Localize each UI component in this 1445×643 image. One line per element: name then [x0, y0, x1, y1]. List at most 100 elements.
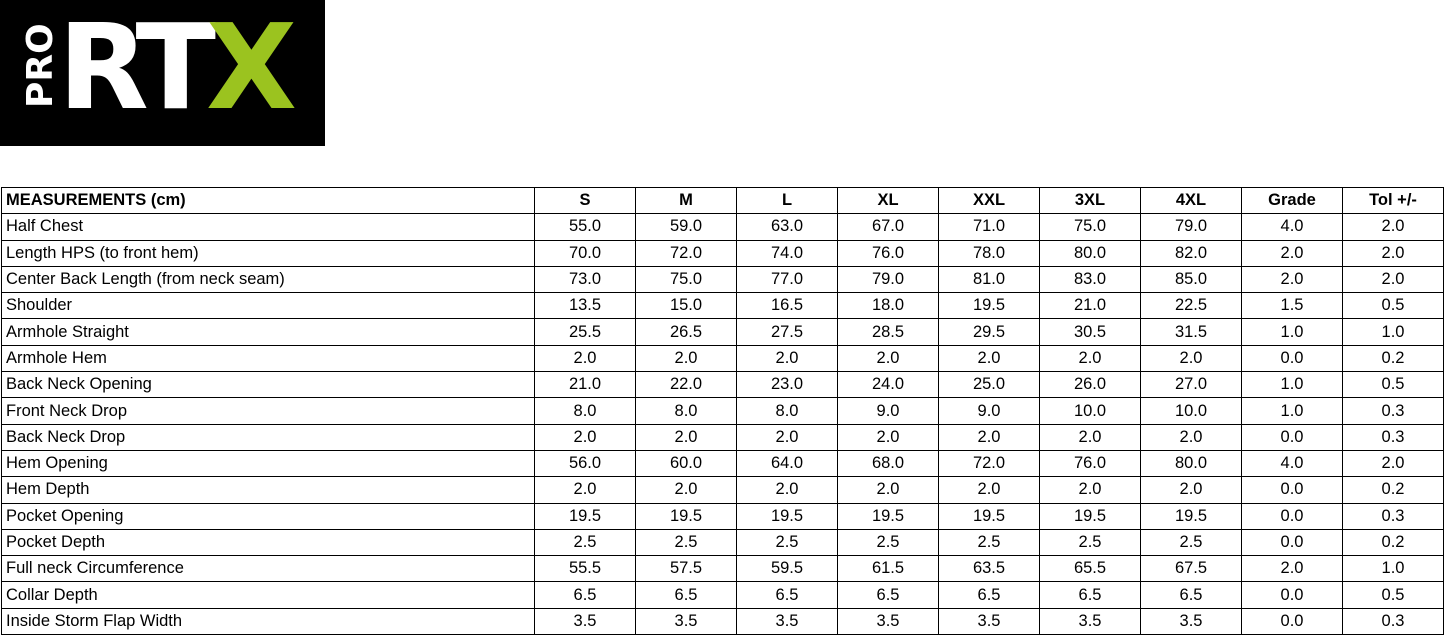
measurement-value: 79.0 — [837, 265, 939, 294]
measurement-name: Hem Opening — [1, 449, 535, 478]
measurement-value: 2.0 — [1342, 265, 1444, 294]
measurement-value: 61.5 — [837, 555, 939, 583]
measurement-value: 0.3 — [1342, 502, 1444, 530]
table-row: Full neck Circumference 55.5 57.5 59.5 61.5 6… — [1, 555, 1444, 583]
measurement-value: 2.5 — [736, 528, 838, 557]
measurement-value: 2.0 — [1342, 239, 1444, 267]
table-row: Hem Opening 56.0 60.0 64.0 68.0 72.0 76.0 80.0 4… — [1, 449, 1444, 478]
measurement-value: 2.0 — [736, 423, 838, 451]
measurement-value: 19.5 — [1140, 502, 1242, 530]
measurement-value: 19.5 — [938, 502, 1040, 530]
measurement-value: 3.5 — [736, 607, 838, 636]
measurement-value: 0.0 — [1241, 344, 1343, 373]
measurement-value: 2.0 — [1342, 449, 1444, 478]
measurement-value: 75.0 — [1039, 213, 1141, 241]
measurement-value: 27.5 — [736, 318, 838, 346]
measurement-value: 2.0 — [837, 344, 939, 373]
measurement-value: 2.0 — [736, 476, 838, 504]
measurement-value: 3.5 — [635, 607, 737, 636]
measurement-value: 75.0 — [635, 265, 737, 294]
measurement-value: 70.0 — [534, 239, 636, 267]
measurement-value: 1.0 — [1241, 371, 1343, 399]
measurement-value: 2.5 — [1140, 528, 1242, 557]
measurement-value: 25.0 — [938, 371, 1040, 399]
measurement-value: 4.0 — [1241, 213, 1343, 241]
measurement-value: 2.0 — [1140, 344, 1242, 373]
measurement-value: 3.5 — [837, 607, 939, 636]
column-header: XXL — [938, 186, 1040, 215]
measurement-value: 6.5 — [837, 581, 939, 609]
measurement-value: 19.5 — [635, 502, 737, 530]
measurement-name: Armhole Straight — [1, 318, 535, 346]
measurement-value: 67.5 — [1140, 555, 1242, 583]
measurement-value: 27.0 — [1140, 371, 1242, 399]
measurement-value: 1.0 — [1241, 318, 1343, 346]
measurement-value: 8.0 — [635, 397, 737, 425]
measurement-value: 2.0 — [736, 344, 838, 373]
measurement-value: 2.5 — [635, 528, 737, 557]
measurement-value: 2.0 — [534, 476, 636, 504]
measurement-value: 63.5 — [938, 555, 1040, 583]
measurement-value: 23.0 — [736, 371, 838, 399]
measurement-value: 2.0 — [534, 423, 636, 451]
measurement-value: 6.5 — [534, 581, 636, 609]
measurement-value: 0.0 — [1241, 423, 1343, 451]
measurement-value: 29.5 — [938, 318, 1040, 346]
table-row: Front Neck Drop 8.0 8.0 8.0 9.0 9.0 10.0 10.0 1.… — [1, 397, 1444, 425]
measurement-value: 19.5 — [534, 502, 636, 530]
measurement-value: 0.2 — [1342, 476, 1444, 504]
measurement-value: 9.0 — [938, 397, 1040, 425]
measurement-value: 79.0 — [1140, 213, 1242, 241]
measurement-value: 9.0 — [837, 397, 939, 425]
measurement-name: Back Neck Opening — [1, 371, 535, 399]
measurement-name: Pocket Opening — [1, 502, 535, 530]
measurement-value: 3.5 — [1140, 607, 1242, 636]
measurement-value: 0.2 — [1342, 528, 1444, 557]
measurement-value: 18.0 — [837, 292, 939, 320]
measurement-value: 63.0 — [736, 213, 838, 241]
table-row: Length HPS (to front hem) 70.0 72.0 74.0 76.… — [1, 239, 1444, 267]
measurement-value: 55.5 — [534, 555, 636, 583]
measurement-value: 72.0 — [938, 449, 1040, 478]
measurement-value: 6.5 — [1140, 581, 1242, 609]
measurement-name: Full neck Circumference — [1, 555, 535, 583]
measurement-value: 64.0 — [736, 449, 838, 478]
column-header: Grade — [1241, 186, 1343, 215]
column-header: M — [635, 186, 737, 215]
measurement-value: 65.5 — [1039, 555, 1141, 583]
measurement-value: 59.5 — [736, 555, 838, 583]
measurement-value: 82.0 — [1140, 239, 1242, 267]
measurement-value: 31.5 — [1140, 318, 1242, 346]
measurement-value: 85.0 — [1140, 265, 1242, 294]
measurement-value: 2.0 — [635, 476, 737, 504]
measurement-value: 19.5 — [736, 502, 838, 530]
measurement-value: 2.0 — [635, 344, 737, 373]
column-header-measurement: MEASUREMENTS (cm) — [1, 186, 535, 215]
measurement-value: 55.0 — [534, 213, 636, 241]
measurement-value: 2.5 — [837, 528, 939, 557]
measurement-value: 2.5 — [534, 528, 636, 557]
measurement-value: 2.0 — [534, 344, 636, 373]
measurement-value: 77.0 — [736, 265, 838, 294]
measurement-value: 2.0 — [1039, 476, 1141, 504]
table-row: Hem Depth 2.0 2.0 2.0 2.0 2.0 2.0 2.0 0.0 0.2 — [1, 476, 1444, 504]
measurement-value: 2.0 — [938, 344, 1040, 373]
measurement-value: 1.0 — [1241, 397, 1343, 425]
measurement-value: 78.0 — [938, 239, 1040, 267]
measurement-value: 0.5 — [1342, 581, 1444, 609]
measurement-value: 3.5 — [938, 607, 1040, 636]
measurement-value: 19.5 — [837, 502, 939, 530]
measurement-value: 0.2 — [1342, 344, 1444, 373]
measurement-value: 30.5 — [1039, 318, 1141, 346]
measurement-value: 24.0 — [837, 371, 939, 399]
measurement-name: Pocket Depth — [1, 528, 535, 557]
table-row: Pocket Opening 19.5 19.5 19.5 19.5 19.5 19.5 19… — [1, 502, 1444, 530]
measurement-value: 10.0 — [1039, 397, 1141, 425]
measurement-value: 28.5 — [837, 318, 939, 346]
table-row: Back Neck Drop 2.0 2.0 2.0 2.0 2.0 2.0 2.0 0.0 0.… — [1, 423, 1444, 451]
table-row: Center Back Length (from neck seam) 73.0 7… — [1, 265, 1444, 294]
measurement-value: 60.0 — [635, 449, 737, 478]
measurement-value: 76.0 — [1039, 449, 1141, 478]
measurement-value: 2.0 — [1241, 239, 1343, 267]
measurement-value: 2.0 — [1241, 265, 1343, 294]
